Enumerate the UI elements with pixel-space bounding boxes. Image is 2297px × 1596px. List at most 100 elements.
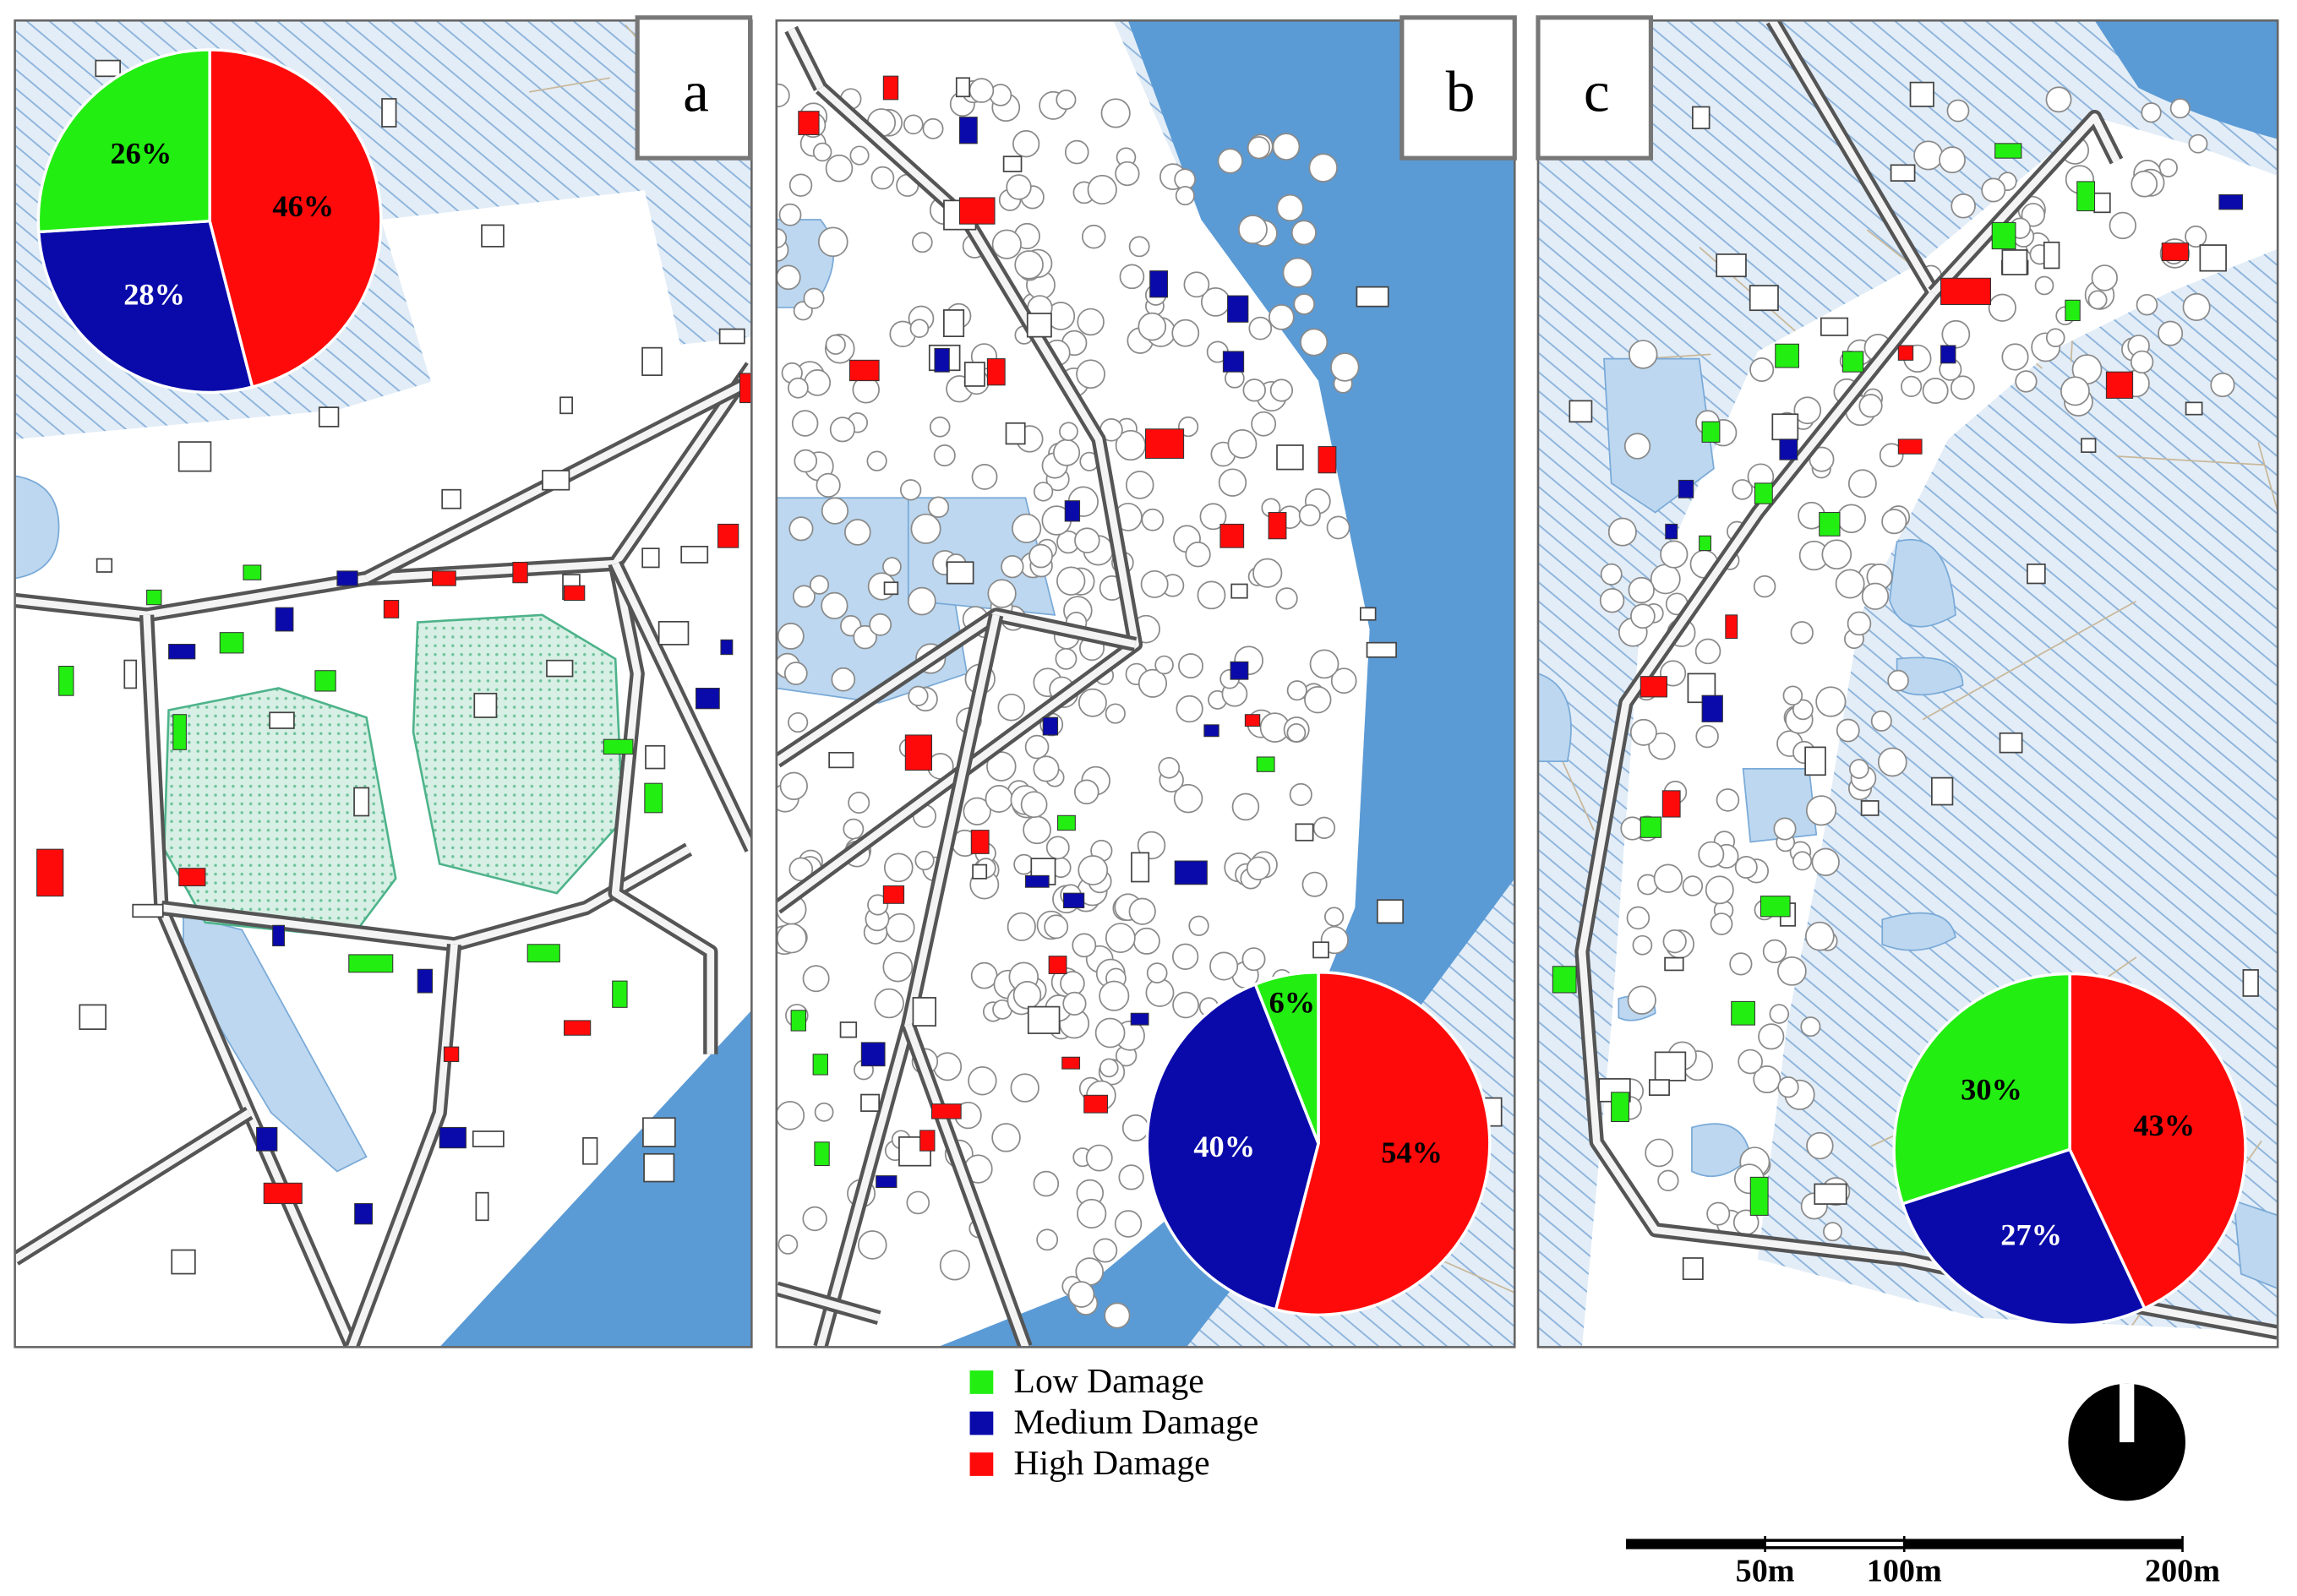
tree xyxy=(1848,759,1869,779)
road xyxy=(788,27,824,90)
building xyxy=(441,488,461,509)
damaged-building xyxy=(1174,860,1208,885)
tree xyxy=(1100,98,1131,128)
road xyxy=(161,846,690,949)
building xyxy=(1682,1257,1704,1281)
damaged-building xyxy=(443,1046,460,1062)
damaged-building xyxy=(695,688,720,710)
pie-label: 30% xyxy=(1961,1073,2022,1107)
damaged-building xyxy=(814,1141,830,1167)
tree xyxy=(1105,703,1126,724)
damaged-building xyxy=(1256,756,1275,772)
tree xyxy=(985,785,1013,814)
tree xyxy=(1805,795,1837,826)
damaged-building xyxy=(564,585,586,602)
building xyxy=(269,711,295,729)
tree xyxy=(1045,836,1070,860)
building xyxy=(1999,732,2023,754)
tree xyxy=(809,575,830,595)
tree xyxy=(1154,655,1174,675)
damaged-building xyxy=(1701,695,1723,722)
tree xyxy=(777,1234,799,1255)
tree xyxy=(1056,566,1086,596)
tree xyxy=(2034,275,2054,296)
building xyxy=(912,997,936,1027)
damaged-building xyxy=(1940,277,1992,305)
tree xyxy=(776,83,790,108)
damaged-building xyxy=(1775,343,1799,368)
building xyxy=(1890,164,1916,182)
tree xyxy=(2158,320,2184,346)
building xyxy=(1276,444,1304,471)
pie-slice xyxy=(2068,972,2247,1310)
tree xyxy=(1710,912,1733,935)
tree xyxy=(1252,558,1283,588)
building xyxy=(828,751,854,769)
park xyxy=(163,687,397,939)
building xyxy=(1026,313,1052,338)
tree xyxy=(1290,220,1317,246)
tree xyxy=(1158,756,1181,779)
building xyxy=(645,744,666,770)
damaged-building xyxy=(1640,816,1662,838)
tree xyxy=(1128,897,1156,925)
tree xyxy=(1660,540,1689,569)
tree xyxy=(1695,724,1719,749)
damaged-building xyxy=(1725,614,1738,640)
tree xyxy=(869,613,892,636)
tree xyxy=(1289,782,1312,806)
road xyxy=(143,614,356,1348)
building xyxy=(1027,1005,1061,1034)
tree xyxy=(1119,264,1145,290)
tree xyxy=(1251,411,1277,437)
damaged-building xyxy=(1203,724,1219,738)
building xyxy=(1820,317,1849,336)
road xyxy=(14,1109,252,1263)
panel-label-box xyxy=(1536,15,1654,161)
tree xyxy=(1146,962,1168,983)
road xyxy=(612,562,752,852)
tree xyxy=(1171,943,1199,970)
tree xyxy=(1077,308,1105,336)
building xyxy=(171,1249,196,1275)
tree xyxy=(1227,429,1258,459)
tree xyxy=(1922,378,1949,405)
tree xyxy=(1600,563,1623,586)
building xyxy=(1771,413,1799,441)
tree xyxy=(844,519,871,546)
damaged-building xyxy=(2065,299,2081,322)
tree xyxy=(1188,915,1209,936)
building xyxy=(2027,563,2046,585)
building xyxy=(1654,1051,1687,1081)
tree xyxy=(870,166,895,190)
damaged-building xyxy=(1841,351,1864,373)
building xyxy=(318,406,340,428)
tree xyxy=(1881,509,1907,535)
building xyxy=(542,470,570,491)
tree xyxy=(829,417,855,443)
tree xyxy=(1988,293,2016,322)
tree xyxy=(1800,1016,1821,1038)
tree xyxy=(787,377,809,399)
road xyxy=(611,563,715,1054)
tree xyxy=(1749,357,1775,383)
building xyxy=(1366,641,1397,658)
tree xyxy=(783,662,808,685)
tree xyxy=(2188,133,2208,154)
tree xyxy=(911,232,933,253)
building xyxy=(1664,956,1684,972)
tree xyxy=(1694,638,1721,665)
tree xyxy=(968,1066,997,1096)
tree xyxy=(922,117,944,139)
tree xyxy=(1276,193,1304,222)
road xyxy=(14,363,752,619)
tree xyxy=(986,751,1017,782)
tree xyxy=(1286,723,1307,743)
building xyxy=(2242,969,2259,997)
building xyxy=(946,561,974,585)
building xyxy=(1814,1183,1847,1205)
pie-slice xyxy=(1274,970,1492,1316)
tree xyxy=(1020,791,1048,819)
damaged-building xyxy=(1042,716,1059,736)
tree xyxy=(1138,668,1168,698)
